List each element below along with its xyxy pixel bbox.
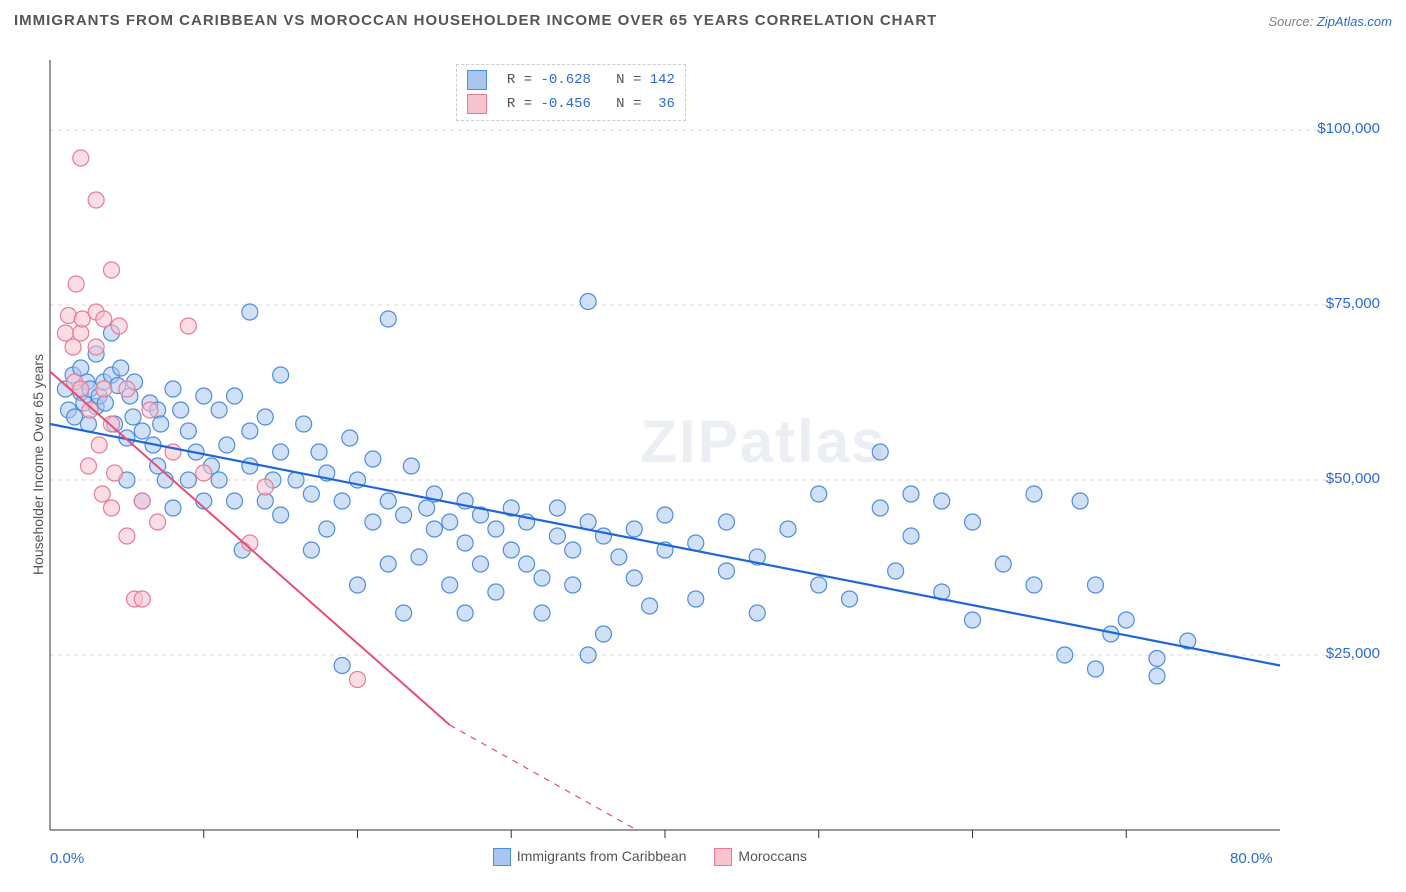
legend-bottom: Immigrants from Caribbean Moroccans	[493, 848, 807, 866]
stats-text: R = -0.456 N = 36	[507, 96, 675, 112]
legend-label: Moroccans	[738, 848, 806, 864]
y-tick-label: $50,000	[1290, 470, 1380, 487]
scatter-plot	[0, 0, 1406, 892]
legend-item: Moroccans	[714, 848, 806, 866]
chart-container: IMMIGRANTS FROM CARIBBEAN VS MOROCCAN HO…	[0, 0, 1406, 892]
legend-label: Immigrants from Caribbean	[517, 848, 687, 864]
series-swatch-icon	[467, 94, 487, 114]
y-tick-label: $100,000	[1290, 120, 1380, 137]
stats-row: R = -0.628 N = 142	[467, 68, 675, 92]
stats-text: R = -0.628 N = 142	[507, 72, 675, 88]
stats-row: R = -0.456 N = 36	[467, 92, 675, 116]
correlation-stats-box: R = -0.628 N = 142 R = -0.456 N = 36	[456, 64, 686, 121]
x-tick-label: 80.0%	[1230, 850, 1273, 867]
series-swatch-icon	[467, 70, 487, 90]
y-tick-label: $75,000	[1290, 295, 1380, 312]
legend-swatch-icon	[493, 848, 511, 866]
y-tick-label: $25,000	[1290, 645, 1380, 662]
legend-item: Immigrants from Caribbean	[493, 848, 687, 866]
x-tick-label: 0.0%	[50, 850, 84, 867]
legend-swatch-icon	[714, 848, 732, 866]
